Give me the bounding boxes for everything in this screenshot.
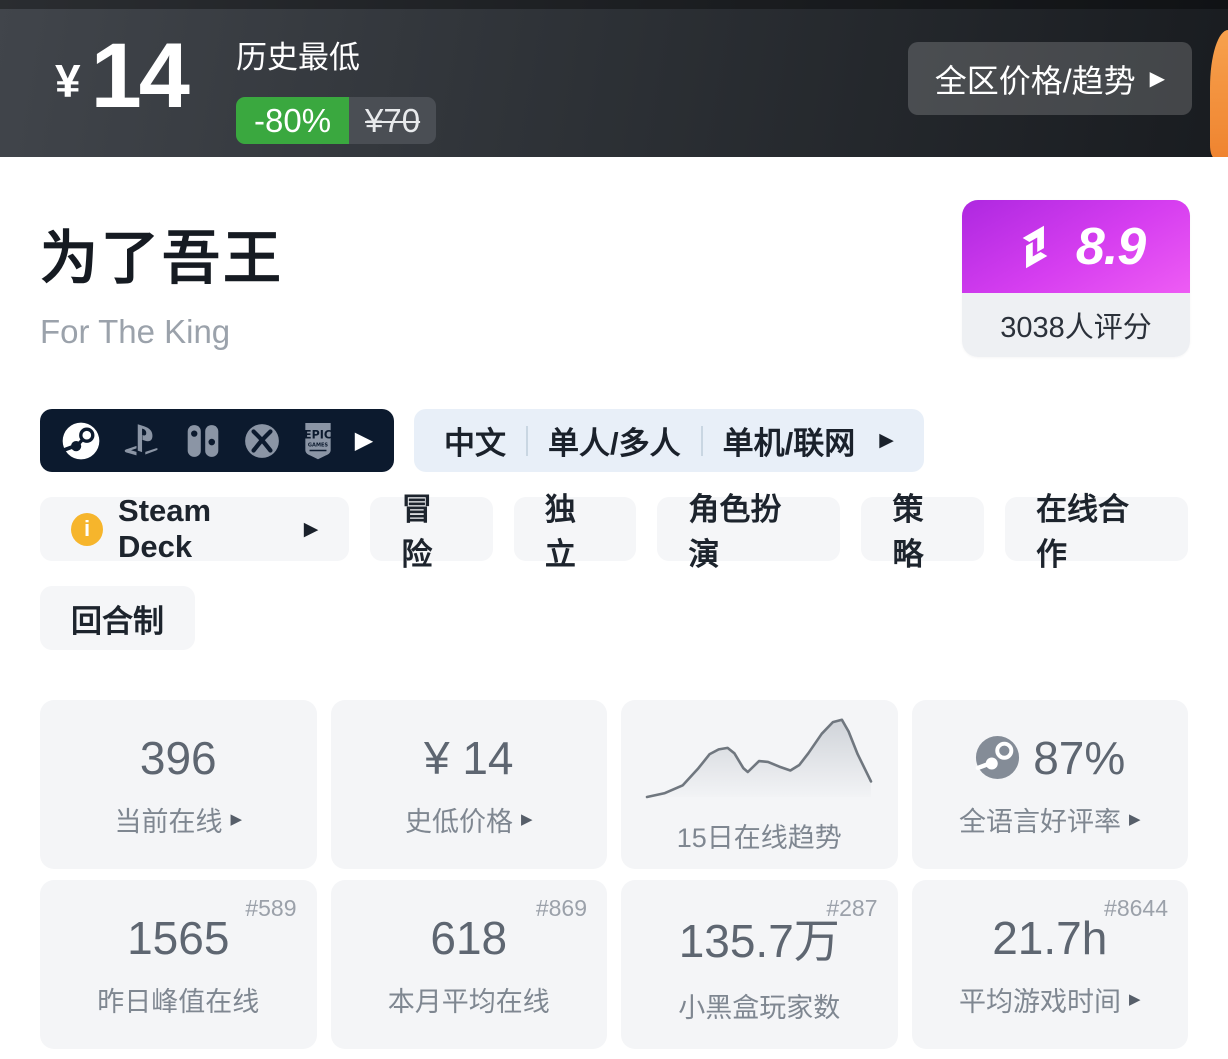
language-label: 中文 — [444, 426, 506, 461]
chevron-right-icon: ▶ — [1128, 991, 1141, 1008]
rating-score: 8.9 — [1075, 217, 1146, 276]
tag-strategy[interactable]: 策略 — [861, 492, 984, 572]
xbox-icon — [245, 423, 280, 458]
chevron-right-icon: ▶ — [230, 811, 243, 828]
tags-row-1: i Steam Deck ▶ 冒险 独立 角色扮演 策略 在线合作 — [40, 492, 1188, 572]
online-trend-sparkline — [645, 718, 873, 798]
steam-icon — [975, 735, 1020, 780]
mascot-image-edge — [1210, 30, 1228, 157]
platform-meta-row: EPIC GAMES ▶ 中文 单人/多人 单机/联网 ▶ — [40, 409, 1188, 472]
epic-games-icon: EPIC GAMES — [304, 422, 332, 459]
network-mode-label: 单机/联网 — [722, 426, 856, 461]
stat-label: 小黑盒玩家数 — [678, 992, 841, 1023]
steam-deck-tag[interactable]: i Steam Deck ▶ — [40, 493, 350, 564]
steam-icon — [62, 422, 100, 459]
stat-card-average-playtime[interactable]: #8644 21.7h 平均游戏时间 ▶ — [911, 880, 1188, 1049]
price-value: 14 — [90, 25, 190, 127]
svg-text:GAMES: GAMES — [308, 442, 329, 448]
rank-badge: #589 — [245, 895, 297, 921]
currency-symbol: ¥ — [55, 55, 81, 107]
game-title-cn: 为了吾王 — [40, 226, 285, 291]
discount-badge: -80% — [236, 97, 350, 144]
rank-badge: #8644 — [1104, 895, 1168, 921]
stat-card-month-average: #869 618 本月平均在线 — [330, 880, 607, 1049]
platforms-expand-icon: ▶ — [354, 427, 374, 454]
historical-low-label: 历史最低 — [236, 40, 360, 75]
chevron-right-icon: ▶ — [1128, 811, 1141, 828]
tag-turn-based[interactable]: 回合制 — [40, 586, 195, 650]
rating-card[interactable]: 8.9 3038人评分 — [962, 200, 1190, 357]
stat-label: 昨日峰值在线 — [97, 986, 260, 1017]
steam-deck-label: Steam Deck — [118, 493, 212, 564]
tag-online-coop[interactable]: 在线合作 — [1004, 492, 1188, 572]
stat-label: 15日在线趋势 — [676, 822, 842, 853]
language-mode-bar[interactable]: 中文 单人/多人 单机/联网 ▶ — [414, 409, 924, 472]
region-price-trend-button[interactable]: 全区价格/趋势 ▶ — [907, 42, 1192, 115]
divider — [700, 425, 703, 456]
rank-badge: #287 — [826, 895, 878, 921]
info-icon: i — [71, 512, 104, 546]
stat-value: ¥ 14 — [423, 731, 514, 784]
svg-text:EPIC: EPIC — [304, 428, 332, 441]
meta-expand-icon: ▶ — [879, 430, 894, 451]
stat-label: 本月平均在线 — [387, 986, 550, 1017]
stat-value: 396 — [139, 731, 217, 784]
stat-value: 87% — [1033, 731, 1126, 784]
stat-card-lowest-price[interactable]: ¥ 14 史低价格 ▶ — [330, 700, 607, 869]
switch-icon — [188, 424, 219, 457]
chevron-right-icon: ▶ — [520, 811, 533, 828]
stat-label: 全语言好评率 — [958, 806, 1121, 837]
stat-label: 当前在线 — [114, 806, 223, 837]
trend-button-label: 全区价格/趋势 — [934, 62, 1136, 99]
stat-value: 135.7万 — [678, 914, 840, 967]
price-meta: 历史最低 -80% ¥70 — [236, 32, 437, 144]
playstation-icon — [124, 423, 158, 455]
chevron-right-icon: ▶ — [1149, 67, 1165, 90]
tag-rpg[interactable]: 角色扮演 — [657, 492, 841, 572]
stat-card-online-trend: 15日在线趋势 — [621, 700, 898, 869]
rating-badge: 8.9 — [962, 200, 1190, 293]
discount-pills: -80% ¥70 — [236, 97, 437, 144]
tag-adventure[interactable]: 冒险 — [370, 492, 493, 572]
current-price: ¥ 14 — [55, 25, 190, 127]
rating-count: 3038人评分 — [962, 293, 1190, 357]
tags-row-2: 回合制 — [40, 586, 1188, 650]
stat-value: 1565 — [127, 911, 230, 964]
platforms-bar[interactable]: EPIC GAMES ▶ — [40, 409, 394, 472]
stat-label: 史低价格 — [404, 806, 513, 837]
stat-value: 618 — [430, 911, 508, 964]
stats-grid: 396 当前在线 ▶ ¥ 14 史低价格 ▶ — [40, 700, 1188, 1049]
stat-card-positive-rate[interactable]: 87% 全语言好评率 ▶ — [911, 700, 1188, 869]
stat-card-yesterday-peak: #589 1565 昨日峰值在线 — [40, 880, 317, 1049]
tag-indie[interactable]: 独立 — [513, 492, 637, 572]
player-mode-label: 单人/多人 — [548, 426, 681, 461]
stat-card-heybox-players: #287 135.7万 小黑盒玩家数 — [621, 880, 898, 1049]
rank-badge: #869 — [535, 895, 587, 921]
stat-value: 21.7h — [992, 911, 1108, 964]
main-content: 为了吾王 For The King — [0, 211, 1228, 1049]
game-title-en: For The King — [40, 313, 231, 350]
stat-label: 平均游戏时间 — [958, 986, 1121, 1017]
price-header: ¥ 14 历史最低 -80% ¥70 全区价格/趋势 ▶ — [0, 0, 1228, 157]
original-price: ¥70 — [349, 97, 437, 144]
divider — [526, 425, 528, 456]
stat-card-current-online[interactable]: 396 当前在线 ▶ — [40, 700, 317, 869]
steam-deck-expand-icon: ▶ — [303, 518, 319, 540]
heybox-logo-icon — [1022, 225, 1048, 268]
